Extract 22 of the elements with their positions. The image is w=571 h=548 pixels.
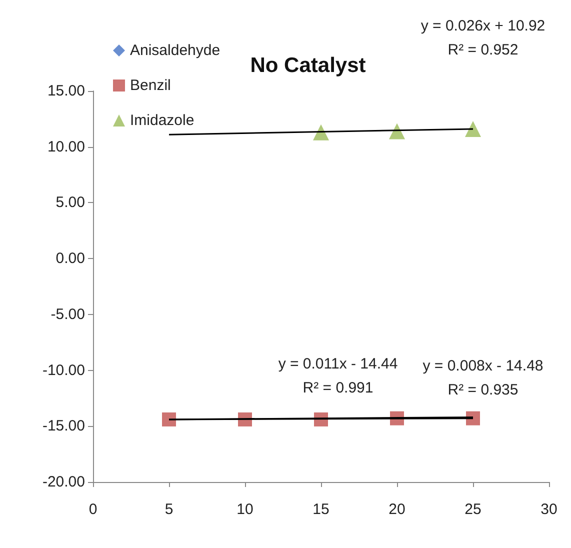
x-tick-label: 30	[540, 501, 558, 518]
text: y = 0.026x + 10.92 R² = 0.952	[420, 18, 546, 58]
x-tick-label: 20	[388, 501, 406, 518]
x-tick-label: 25	[464, 501, 482, 518]
y-tick-label: -15.00	[42, 418, 85, 435]
x-tick-label: 10	[236, 501, 254, 518]
annotation: y = 0.011x - 14.44 R² = 0.991	[278, 356, 398, 396]
legend-label: Benzil	[130, 77, 171, 94]
chart-title: No Catalyst	[250, 54, 366, 77]
y-tick-label: -20.00	[42, 474, 85, 490]
y-tick-label: -10.00	[42, 362, 85, 379]
annotation: y = 0.008x - 14.48 R² = 0.935	[422, 358, 544, 398]
legend-label: Imidazole	[130, 112, 194, 129]
y-tick-label: 15.00	[47, 82, 85, 100]
legend-label: Anisaldehyde	[130, 42, 220, 59]
x-tick-label: 0	[88, 501, 98, 518]
y-tick-label: -5.00	[50, 306, 85, 323]
x-tick-label: 15	[312, 501, 330, 518]
y-tick-label: 0.00	[56, 250, 85, 268]
y-tick-label: 5.00	[56, 194, 85, 212]
y-tick-label: 10.00	[47, 138, 85, 156]
x-tick-label: 5	[164, 501, 174, 518]
